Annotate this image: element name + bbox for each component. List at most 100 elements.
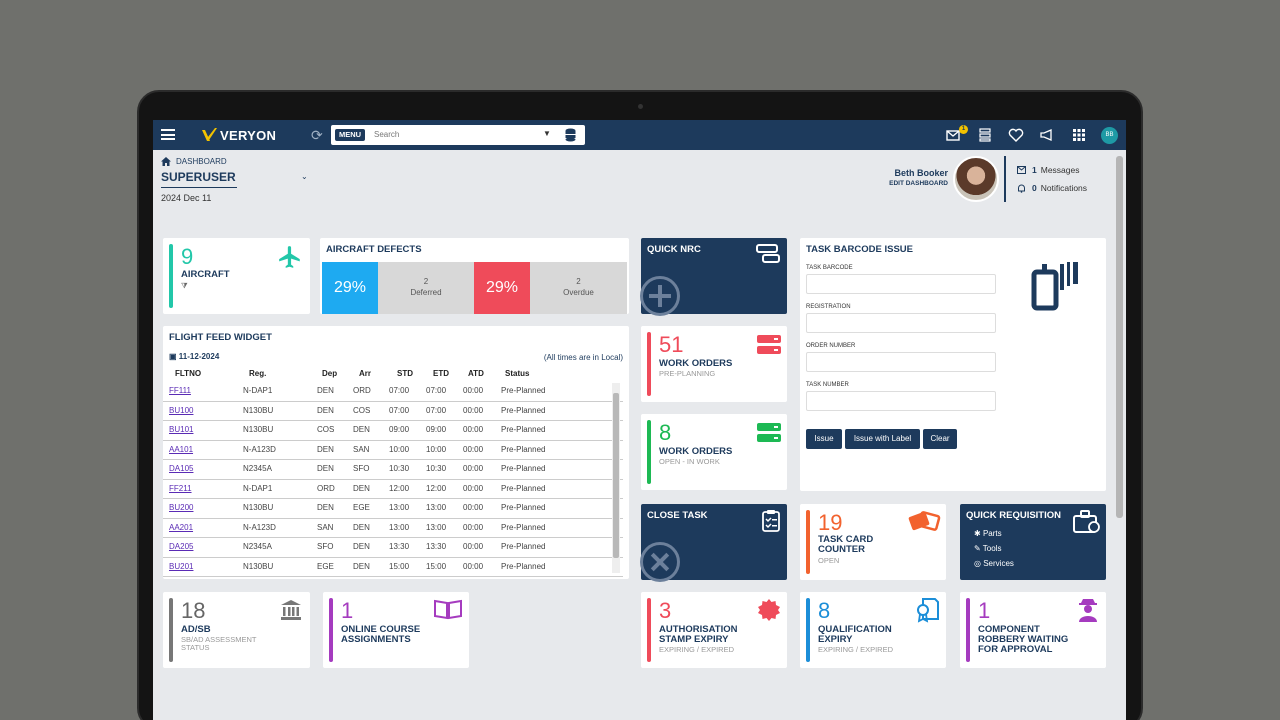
authorisation-stamp-card[interactable]: 3 AUTHORISATION STAMP EXPIRY EXPIRING / … [641,592,787,668]
cell-fltno[interactable]: FF111 [169,386,191,395]
breadcrumb[interactable]: DASHBOARD [161,157,227,166]
close-task-x-icon[interactable] [640,542,680,582]
work-orders-open-card[interactable]: 8 WORK ORDERS OPEN - IN WORK [641,414,787,490]
task-number-input[interactable] [806,391,996,411]
chevron-down-icon[interactable]: ⌄ [301,172,308,181]
close-task-card[interactable]: CLOSE TASK [640,504,787,582]
order-number-input[interactable] [806,352,996,372]
search-input[interactable]: Search [374,130,400,139]
cell-fltno[interactable]: BU101 [169,425,194,434]
dashboard-selector[interactable]: SUPERUSER [161,170,236,184]
cell-status: Pre-Planned [501,464,546,473]
cell-dep: SAN [317,522,334,532]
announcement-megaphone-icon[interactable] [1039,127,1055,143]
user-photo[interactable] [953,156,999,202]
quick-nrc-card[interactable]: QUICK NRC [640,238,787,316]
overdue-summary[interactable]: 2 Overdue [530,262,627,314]
flight-table-scrollbar[interactable] [612,383,620,573]
requisition-tools[interactable]: ✎ Tools [974,544,1001,553]
col-arr[interactable]: Arr [359,369,372,378]
home-icon [161,157,171,166]
add-nrc-icon[interactable] [640,276,680,316]
table-row[interactable]: BU101 N130BU COS DEN 09:00 09:00 00:00 Pre-Plan… [163,421,623,441]
scrollbar-thumb[interactable] [613,393,619,558]
table-row[interactable]: FF211 N-DAP1 ORD DEN 12:00 12:00 00:00 Pre-Plan… [163,480,623,499]
requisition-parts[interactable]: ✱ Parts [974,529,1002,538]
cell-fltno[interactable]: BU201 [169,561,194,571]
cell-arr: DEN [353,542,370,551]
hamburger-menu-icon[interactable] [161,129,175,140]
overdue-label: Overdue [563,288,594,297]
cell-atd: 00:00 [463,386,484,395]
page-scrollbar[interactable] [1116,156,1123,518]
calendar-icon: ▣ [169,352,177,361]
col-std[interactable]: STD [397,369,413,378]
table-row[interactable]: BU200 N130BU DEN EGE 13:00 13:00 00:00 Pre-Plan… [163,499,623,519]
search-dropdown-icon[interactable]: ▼ [543,129,551,138]
issue-button[interactable]: Issue [806,429,842,449]
cell-fltno[interactable]: DA205 [169,542,194,551]
menu-search-button[interactable]: MENU [335,129,366,141]
top-bar: VERYON ⟳ MENU Search ▼ 1 [153,120,1126,150]
table-row[interactable]: AA101 N-A123D DEN SAN 10:00 10:00 00:00 Pre-Pla… [163,441,623,460]
edit-dashboard-link[interactable]: EDIT DASHBOARD [889,180,948,187]
global-search[interactable]: MENU Search ▼ [331,125,585,145]
table-row[interactable]: BU201 N130BU EGE DEN 15:00 15:00 00:00 Pre-Plan… [163,558,623,577]
adsb-sub-1: SB/AD ASSESSMENT [181,635,257,644]
table-row[interactable]: DA105 N2345A DEN SFO 10:30 10:30 00:00 Pre-Plan… [163,460,623,480]
issue-with-label-button[interactable]: Issue with Label [845,429,920,449]
cell-std: 13:30 [389,542,410,551]
component-robbery-card[interactable]: 1 COMPONENT ROBBERY WAITING FOR APPROVAL [960,592,1106,668]
accent-bar [647,598,651,662]
col-etd[interactable]: ETD [433,369,449,378]
task-card-counter-card[interactable]: 19 TASK CARD COUNTER OPEN [800,504,946,580]
clear-button[interactable]: Clear [923,429,957,449]
brand-logo[interactable]: VERYON [201,126,276,144]
qualification-sub: EXPIRING / EXPIRED [818,645,894,654]
cell-fltno[interactable]: AA201 [169,522,194,532]
flight-feed-date[interactable]: ▣ 11-12-2024 [169,352,219,361]
overdue-percent[interactable]: 29% [474,262,530,314]
registration-input[interactable] [806,313,996,333]
table-row[interactable]: AA201 N-A123D SAN DEN 13:00 13:00 00:00 Pre-Pla… [163,519,623,538]
close-task-title: CLOSE TASK [647,510,708,521]
qualification-expiry-card[interactable]: 8 QUALIFICATION EXPIRY EXPIRING / EXPIRE… [800,592,946,668]
refresh-icon[interactable]: ⟳ [311,127,323,143]
cell-reg: N2345A [243,542,272,551]
bell-icon [1018,184,1025,193]
col-status[interactable]: Status [505,369,530,378]
cell-fltno[interactable]: BU100 [169,405,194,415]
adsb-card[interactable]: 18 AD/SB SB/AD ASSESSMENT STATUS [163,592,310,668]
task-barcode-input[interactable] [806,274,996,294]
requisition-services-label: Services [983,559,1014,568]
favorites-heart-icon[interactable] [1008,127,1024,143]
col-reg[interactable]: Reg. [249,369,267,378]
deferred-summary[interactable]: 2 Deferred [378,262,474,314]
table-row[interactable]: FF111 N-DAP1 DEN ORD 07:00 07:00 00:00 Pre-Plan… [163,382,623,402]
online-course-card[interactable]: 1 ONLINE COURSE ASSIGNMENTS [323,592,469,668]
messages-link[interactable]: 1 Messages [1017,165,1079,175]
cell-fltno[interactable]: AA101 [169,444,194,454]
aircraft-card[interactable]: 9 AIRCRAFT ⧩ [163,238,310,314]
deferred-percent[interactable]: 29% [322,262,378,314]
task-list-icon[interactable] [977,127,993,143]
notifications-link[interactable]: 0 Notifications [1017,183,1087,193]
col-dep[interactable]: Dep [322,369,338,378]
table-row[interactable]: BU100 N130BU DEN COS 07:00 07:00 00:00 Pre-Plan… [163,402,623,421]
cell-reg: N130BU [243,503,274,512]
col-fltno[interactable]: FLTNO [175,369,202,378]
app-grid-icon[interactable] [1071,127,1087,143]
cell-fltno[interactable]: BU200 [169,503,194,512]
mail-icon[interactable] [945,127,961,143]
col-atd[interactable]: ATD [468,369,484,378]
cell-arr: EGE [353,503,370,512]
table-row[interactable]: DA205 N2345A SFO DEN 13:30 13:30 00:00 Pre-Plan… [163,538,623,558]
user-avatar[interactable]: BB [1101,127,1118,144]
requisition-services[interactable]: ◎ Services [974,559,1014,568]
database-icon[interactable] [565,128,576,142]
online-course-label-2: ASSIGNMENTS [341,634,411,645]
work-orders-preplanning-card[interactable]: 51 WORK ORDERS PRE-PLANNING [641,326,787,402]
filter-icon[interactable]: ⧩ [181,281,188,290]
cell-fltno[interactable]: DA105 [169,464,194,473]
cell-fltno[interactable]: FF211 [169,483,192,493]
